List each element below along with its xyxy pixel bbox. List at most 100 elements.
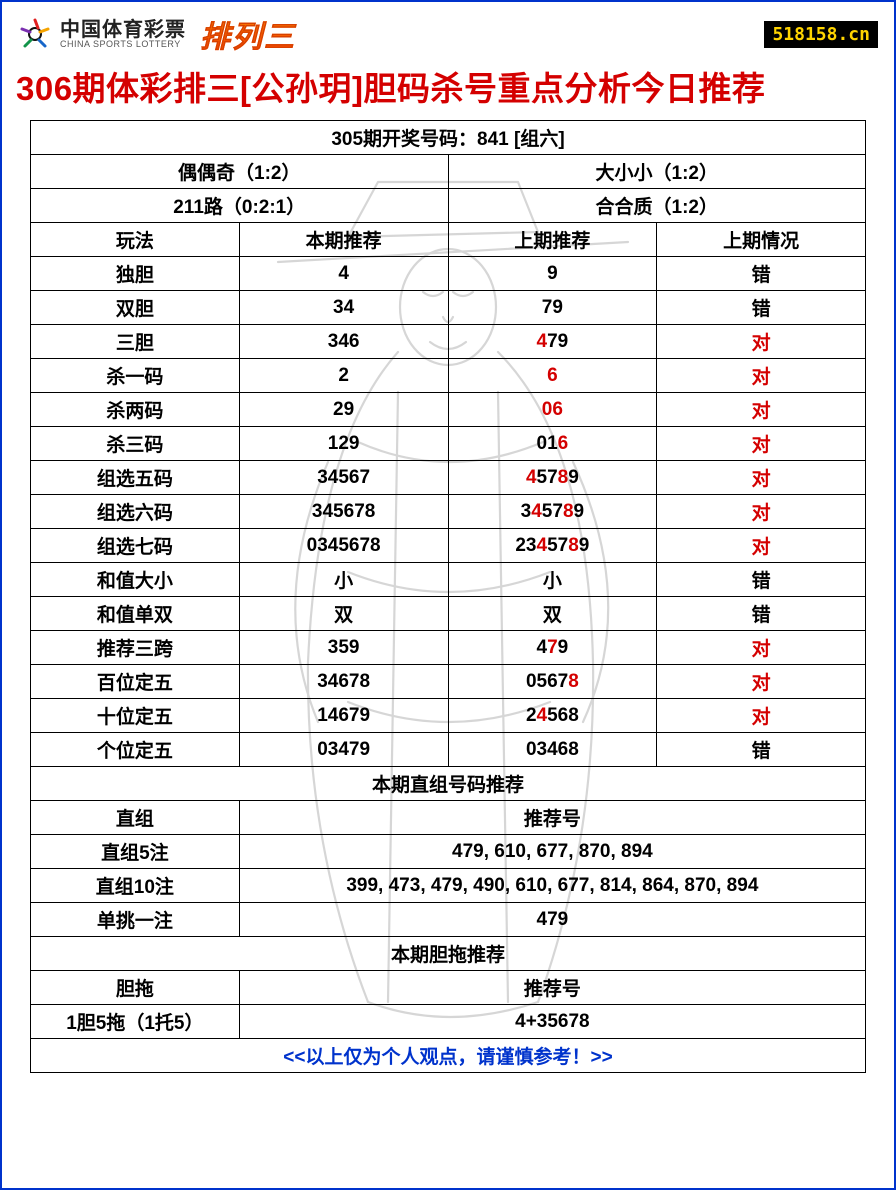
prev-pick: 小: [448, 563, 657, 597]
prev-result: 对: [657, 393, 866, 427]
prev-pick: 9: [448, 257, 657, 291]
current-pick: 34567: [239, 461, 448, 495]
table-row: 组选七码03456782345789对: [31, 529, 866, 563]
col-header-result: 上期情况: [657, 223, 866, 257]
table-row: 双胆3479错: [31, 291, 866, 325]
table-row: 杀两码2906对: [31, 393, 866, 427]
table-row: 单挑一注479: [31, 903, 866, 937]
section2-title: 本期直组号码推荐: [31, 767, 866, 801]
table-row: 十位定五1467924568对: [31, 699, 866, 733]
page-title: 306期体彩排三[公孙玥]胆码杀号重点分析今日推荐: [2, 60, 894, 120]
table-row: 推荐三跨359479对: [31, 631, 866, 665]
section2-h1: 直组: [31, 801, 240, 835]
current-pick: 29: [239, 393, 448, 427]
logo-area: 中国体育彩票 CHINA SPORTS LOTTERY 排列三: [18, 12, 296, 56]
prev-pick: 79: [448, 291, 657, 325]
play-name: 组选五码: [31, 461, 240, 495]
section3-title: 本期胆拖推荐: [31, 937, 866, 971]
prev-pick: 016: [448, 427, 657, 461]
play-name: 和值单双: [31, 597, 240, 631]
table-row: 和值大小小小错: [31, 563, 866, 597]
row-key: 直组5注: [31, 835, 240, 869]
play-name: 和值大小: [31, 563, 240, 597]
play-name: 推荐三跨: [31, 631, 240, 665]
prev-result: 错: [657, 291, 866, 325]
table-row: 杀一码26对: [31, 359, 866, 393]
footer-note: <<以上仅为个人观点，请谨慎参考！>>: [31, 1039, 866, 1073]
current-pick: 03479: [239, 733, 448, 767]
section3-h2: 推荐号: [239, 971, 865, 1005]
play-name: 杀一码: [31, 359, 240, 393]
attr-row-2-left: 211路（0:2:1）: [31, 189, 449, 223]
draw-result-row: 305期开奖号码：841 [组六]: [31, 121, 866, 155]
prev-pick: 05678: [448, 665, 657, 699]
current-pick: 0345678: [239, 529, 448, 563]
current-pick: 14679: [239, 699, 448, 733]
current-pick: 34678: [239, 665, 448, 699]
col-header-prev: 上期推荐: [448, 223, 657, 257]
row-value: 479: [239, 903, 865, 937]
main-table-wrap: 305期开奖号码：841 [组六] 偶偶奇（1:2） 大小小（1:2） 211路…: [2, 120, 894, 1073]
section2-h2: 推荐号: [239, 801, 865, 835]
play-name: 个位定五: [31, 733, 240, 767]
prev-result: 对: [657, 699, 866, 733]
current-pick: 34: [239, 291, 448, 325]
prev-result: 错: [657, 563, 866, 597]
logo-text-cn: 中国体育彩票: [60, 20, 186, 40]
row-key: 1胆5拖（1托5）: [31, 1005, 240, 1039]
current-pick: 双: [239, 597, 448, 631]
table-row: 1胆5拖（1托5）4+35678: [31, 1005, 866, 1039]
attr-row-1-left: 偶偶奇（1:2）: [31, 155, 449, 189]
prev-pick: 345789: [448, 495, 657, 529]
prev-result: 对: [657, 495, 866, 529]
table-row: 和值单双双双错: [31, 597, 866, 631]
play-name: 独胆: [31, 257, 240, 291]
prev-result: 对: [657, 631, 866, 665]
row-key: 单挑一注: [31, 903, 240, 937]
row-value: 399, 473, 479, 490, 610, 677, 814, 864, …: [239, 869, 865, 903]
prev-pick: 479: [448, 631, 657, 665]
prev-result: 对: [657, 461, 866, 495]
lottery-logo-icon: [18, 17, 52, 51]
table-row: 个位定五0347903468错: [31, 733, 866, 767]
prev-result: 错: [657, 733, 866, 767]
prev-pick: 2345789: [448, 529, 657, 563]
row-value: 4+35678: [239, 1005, 865, 1039]
play-name: 双胆: [31, 291, 240, 325]
current-pick: 2: [239, 359, 448, 393]
col-header-play: 玩法: [31, 223, 240, 257]
current-pick: 4: [239, 257, 448, 291]
prev-result: 错: [657, 257, 866, 291]
prev-result: 错: [657, 597, 866, 631]
row-key: 直组10注: [31, 869, 240, 903]
prev-result: 对: [657, 665, 866, 699]
prev-result: 对: [657, 325, 866, 359]
logo-text-en: CHINA SPORTS LOTTERY: [60, 40, 186, 49]
prev-pick: 24568: [448, 699, 657, 733]
header-bar: 中国体育彩票 CHINA SPORTS LOTTERY 排列三 518158.c…: [2, 2, 894, 60]
current-pick: 129: [239, 427, 448, 461]
prev-pick: 6: [448, 359, 657, 393]
attr-row-1-right: 大小小（1:2）: [448, 155, 866, 189]
table-row: 杀三码129016对: [31, 427, 866, 461]
current-pick: 小: [239, 563, 448, 597]
play-name: 百位定五: [31, 665, 240, 699]
prev-pick: 双: [448, 597, 657, 631]
play-name: 组选七码: [31, 529, 240, 563]
table-row: 直组5注479, 610, 677, 870, 894: [31, 835, 866, 869]
play-name: 十位定五: [31, 699, 240, 733]
current-pick: 359: [239, 631, 448, 665]
play-name: 杀两码: [31, 393, 240, 427]
table-row: 直组10注399, 473, 479, 490, 610, 677, 814, …: [31, 869, 866, 903]
current-pick: 346: [239, 325, 448, 359]
table-row: 组选五码3456745789对: [31, 461, 866, 495]
analysis-table: 305期开奖号码：841 [组六] 偶偶奇（1:2） 大小小（1:2） 211路…: [30, 120, 866, 1073]
play-name: 杀三码: [31, 427, 240, 461]
prev-result: 对: [657, 427, 866, 461]
play-name: 组选六码: [31, 495, 240, 529]
row-value: 479, 610, 677, 870, 894: [239, 835, 865, 869]
prev-pick: 06: [448, 393, 657, 427]
site-badge: 518158.cn: [764, 21, 878, 48]
play-name: 三胆: [31, 325, 240, 359]
prev-result: 对: [657, 359, 866, 393]
